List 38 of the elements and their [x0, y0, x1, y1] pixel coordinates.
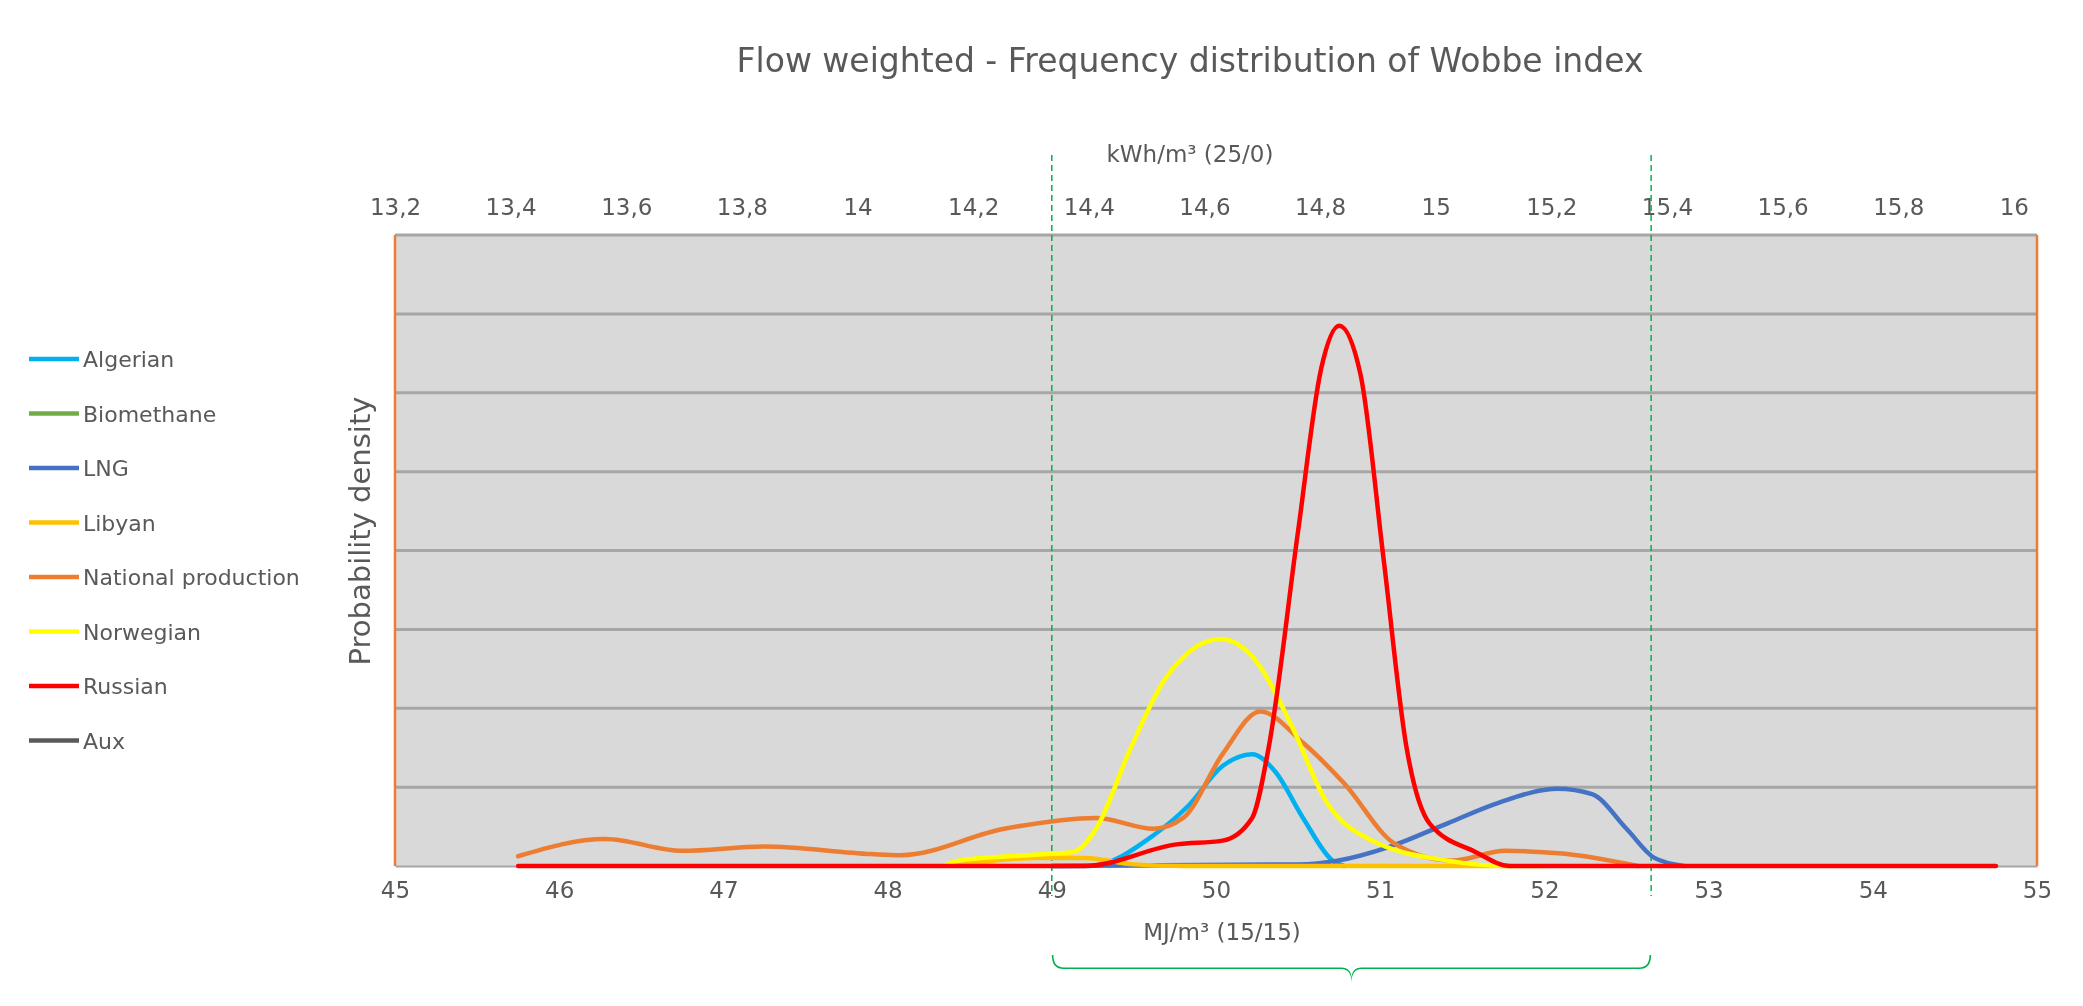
legend-label: Biomethane — [83, 401, 217, 427]
legend-label: Libyan — [83, 510, 156, 536]
x2-tick-label: 14,6 — [1179, 194, 1231, 220]
x2-tick-label: 13,2 — [369, 194, 422, 220]
x2-tick-label: 16 — [1999, 194, 2030, 220]
x-tick-label: 51 — [1366, 877, 1396, 904]
x2-axis-title: kWh/m³ (25/0) — [1106, 141, 1274, 167]
x2-tick-label: 14,8 — [1294, 194, 1347, 220]
x-tick-label: 53 — [1694, 877, 1724, 904]
x-tick-label: 48 — [873, 877, 903, 904]
x2-tick-label: 13,4 — [485, 194, 537, 220]
x2-tick-label: 15,8 — [1873, 194, 1925, 220]
x2-tick-label: 15 — [1421, 194, 1451, 220]
x-tick-label: 55 — [2022, 877, 2053, 904]
x2-tick-label: 13,6 — [601, 194, 653, 220]
x-tick-label: 46 — [545, 877, 575, 904]
x2-tick-label: 14 — [843, 194, 873, 220]
legend-label: Russian — [83, 674, 168, 699]
legend-label: Aux — [83, 728, 126, 754]
x-tick-label: 50 — [1201, 877, 1232, 904]
x2-tick-label: 14,2 — [948, 194, 1000, 220]
x-axis-title: MJ/m³ (15/15) — [1143, 919, 1301, 945]
x-tick-label: 47 — [709, 877, 739, 904]
x2-tick-label: 13,8 — [716, 194, 769, 220]
chart-title: Flow weighted - Frequency distribution of Wobbe index — [736, 41, 1644, 80]
x-tick-label: 52 — [1530, 877, 1560, 904]
legend-label: Algerian — [83, 347, 175, 372]
x2-tick-label: 15,6 — [1757, 194, 1809, 220]
legend-label: National production — [83, 565, 300, 590]
legend-label: Norwegian — [83, 619, 201, 645]
x2-tick-label: 15,4 — [1641, 194, 1694, 220]
legend-label: LNG — [83, 456, 129, 481]
x-tick-label: 54 — [1858, 877, 1888, 904]
x2-tick-label: 15,2 — [1526, 194, 1578, 220]
x-tick-label: 49 — [1037, 877, 1067, 904]
x2-tick-label: 14,4 — [1063, 194, 1115, 220]
x-tick-label: 45 — [380, 877, 411, 904]
y-axis-title: Probability density — [343, 396, 377, 666]
